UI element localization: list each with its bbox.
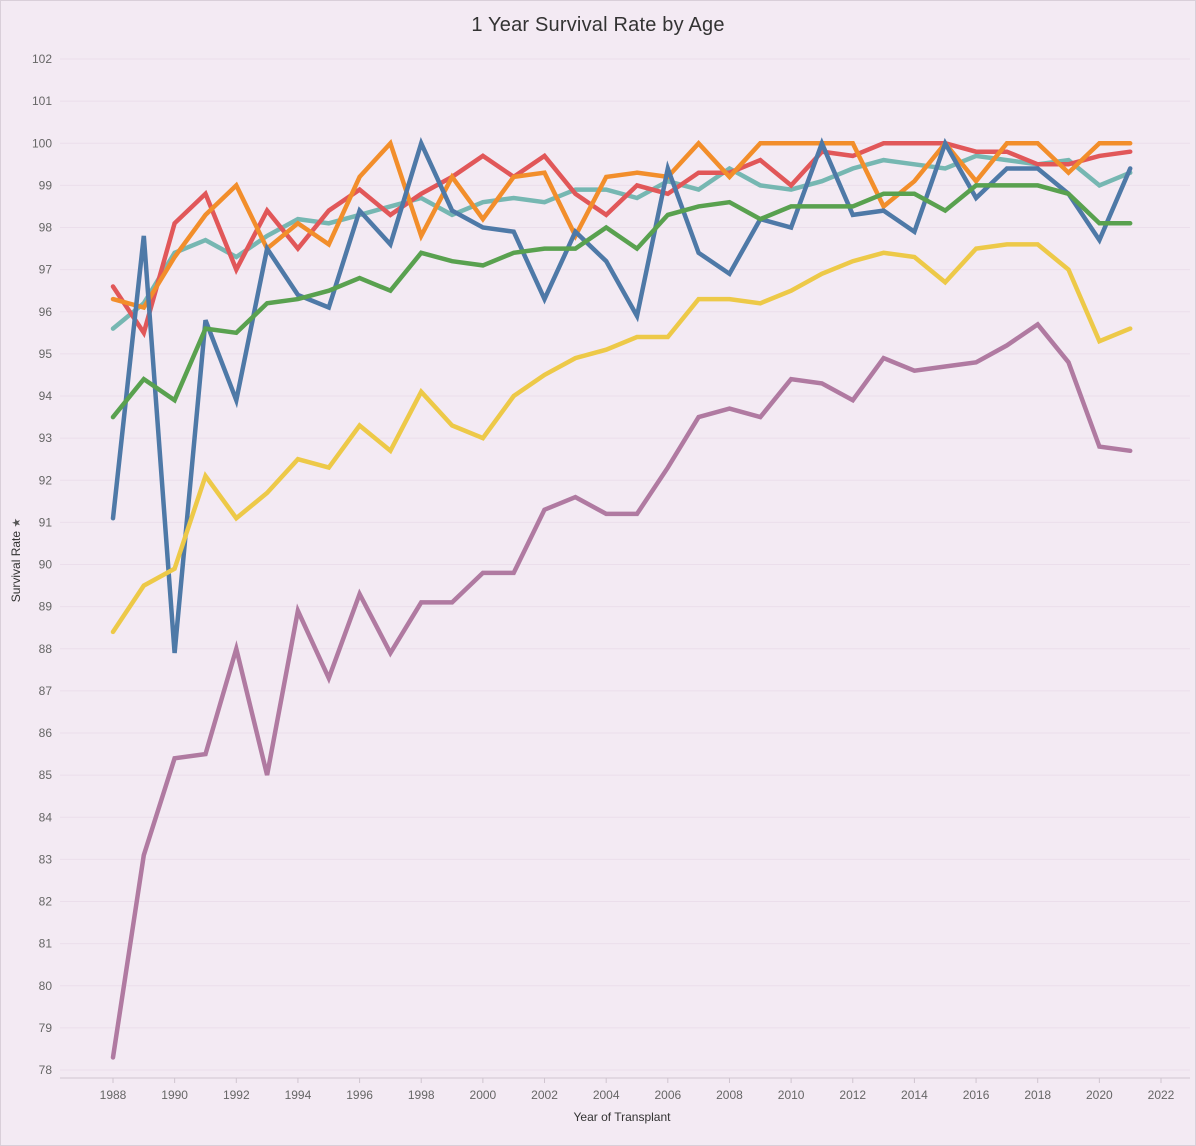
- x-tick-label: 2004: [593, 1088, 620, 1102]
- x-axis-label: Year of Transplant: [573, 1110, 671, 1124]
- y-tick-label: 91: [39, 515, 53, 529]
- y-tick-label: 90: [39, 558, 53, 572]
- x-tick-label: 1996: [346, 1088, 373, 1102]
- y-tick-label: 84: [39, 810, 53, 824]
- x-tick-label: 2002: [531, 1088, 558, 1102]
- y-tick-label: 99: [39, 178, 53, 192]
- series-line-7[interactable]: [110, 321, 1133, 1060]
- y-tick-label: 102: [32, 52, 52, 66]
- x-tick-label: 2010: [778, 1088, 805, 1102]
- x-tick-label: 2014: [901, 1088, 928, 1102]
- y-tick-label: 81: [39, 937, 53, 951]
- y-tick-label: 94: [39, 389, 53, 403]
- y-tick-label: 89: [39, 600, 53, 614]
- y-tick-label: 96: [39, 305, 53, 319]
- y-tick-label: 98: [39, 221, 53, 235]
- y-tick-label: 88: [39, 642, 53, 656]
- y-tick-label: 93: [39, 431, 53, 445]
- y-tick-label: 95: [39, 347, 53, 361]
- y-tick-label: 86: [39, 726, 53, 740]
- gridlines: [60, 58, 1190, 1071]
- x-tick-label: 2006: [654, 1088, 681, 1102]
- x-tick-label: 1994: [285, 1088, 312, 1102]
- y-tick-label: 85: [39, 768, 53, 782]
- x-tick-label: 2012: [839, 1088, 866, 1102]
- x-tick-label: 2018: [1024, 1088, 1051, 1102]
- x-tick-label: 1988: [100, 1088, 127, 1102]
- series-line-5[interactable]: [110, 183, 1133, 420]
- y-tick-label: 87: [39, 684, 53, 698]
- chart-title: 1 Year Survival Rate by Age: [471, 14, 725, 36]
- y-tick-label: 101: [32, 94, 52, 108]
- y-tick-label: 100: [32, 136, 52, 150]
- x-tick-label: 2016: [963, 1088, 990, 1102]
- y-tick-label: 78: [39, 1063, 53, 1077]
- y-tick-label: 97: [39, 263, 53, 277]
- x-tick-label: 2000: [470, 1088, 497, 1102]
- series-line-6[interactable]: [110, 242, 1133, 635]
- series-line-3[interactable]: [110, 138, 1133, 311]
- x-tick-label: 1990: [161, 1088, 188, 1102]
- y-tick-label: 82: [39, 895, 53, 909]
- y-tick-label: 80: [39, 979, 53, 993]
- x-tick-label: 1992: [223, 1088, 250, 1102]
- x-tick-label: 1998: [408, 1088, 435, 1102]
- series-lines: [110, 136, 1133, 1060]
- y-ticks: 78 79 80 81 82 83 84 85 86 87 88 89 90 91 92 93 94 95 96 97…: [32, 52, 52, 1077]
- y-tick-label: 79: [39, 1021, 53, 1035]
- x-ticks: 1988 1990 1992 1994 1996 1998 2000 2002 2004 2006…: [100, 1078, 1175, 1102]
- series-line-2[interactable]: [110, 141, 1133, 339]
- y-tick-label: 83: [39, 852, 53, 866]
- x-tick-label: 2008: [716, 1088, 743, 1102]
- series-line-4[interactable]: [110, 136, 1133, 654]
- y-tick-label: 92: [39, 473, 53, 487]
- x-tick-label: 2022: [1148, 1088, 1175, 1102]
- x-tick-label: 2020: [1086, 1088, 1113, 1102]
